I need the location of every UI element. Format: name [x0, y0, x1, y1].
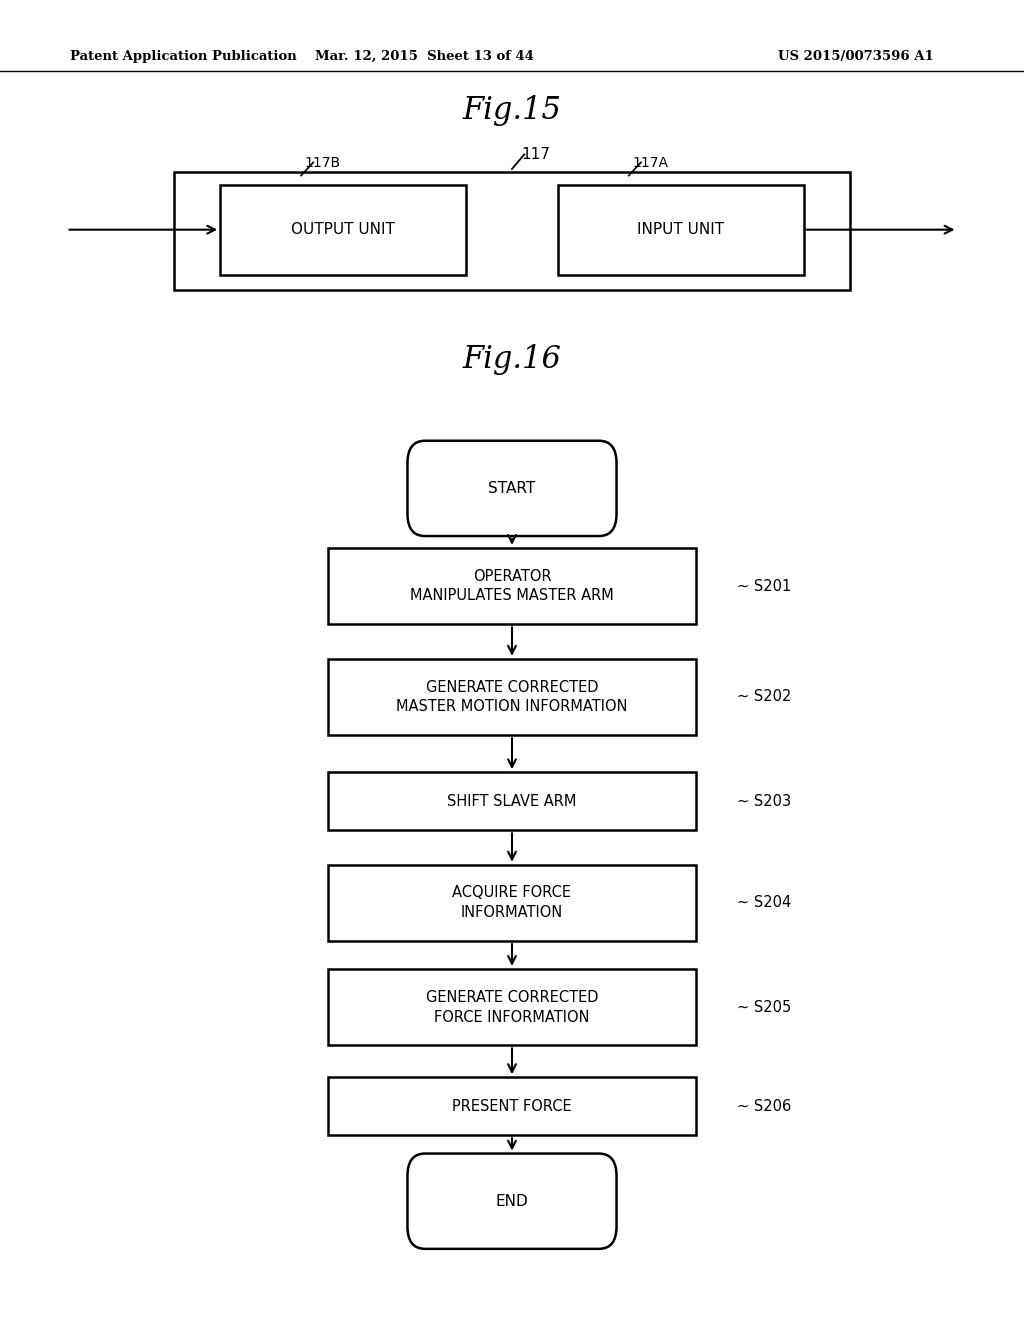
Text: 117: 117	[521, 148, 550, 162]
Text: OPERATOR
MANIPULATES MASTER ARM: OPERATOR MANIPULATES MASTER ARM	[411, 569, 613, 603]
Text: START: START	[488, 480, 536, 496]
Bar	[220, 185, 466, 275]
Text: ~ S204: ~ S204	[737, 895, 792, 911]
Text: ~ S201: ~ S201	[737, 578, 792, 594]
Text: PRESENT FORCE: PRESENT FORCE	[453, 1098, 571, 1114]
Text: GENERATE CORRECTED
MASTER MOTION INFORMATION: GENERATE CORRECTED MASTER MOTION INFORMA…	[396, 680, 628, 714]
Bar	[328, 659, 696, 735]
Bar	[328, 1077, 696, 1135]
Text: Fig.15: Fig.15	[463, 95, 561, 127]
Text: ~ S205: ~ S205	[737, 999, 792, 1015]
Bar	[558, 185, 804, 275]
FancyBboxPatch shape	[408, 441, 616, 536]
Text: GENERATE CORRECTED
FORCE INFORMATION: GENERATE CORRECTED FORCE INFORMATION	[426, 990, 598, 1024]
Text: Fig.16: Fig.16	[463, 343, 561, 375]
Text: Patent Application Publication: Patent Application Publication	[70, 50, 296, 63]
Bar	[328, 548, 696, 624]
Text: ~ S203: ~ S203	[737, 793, 792, 809]
Text: 117B: 117B	[304, 156, 341, 170]
Text: ACQUIRE FORCE
INFORMATION: ACQUIRE FORCE INFORMATION	[453, 886, 571, 920]
Text: Mar. 12, 2015  Sheet 13 of 44: Mar. 12, 2015 Sheet 13 of 44	[315, 50, 535, 63]
Text: SHIFT SLAVE ARM: SHIFT SLAVE ARM	[447, 793, 577, 809]
FancyBboxPatch shape	[408, 1154, 616, 1249]
Text: US 2015/0073596 A1: US 2015/0073596 A1	[778, 50, 934, 63]
Text: INPUT UNIT: INPUT UNIT	[637, 222, 725, 238]
Text: OUTPUT UNIT: OUTPUT UNIT	[291, 222, 395, 238]
Text: ~ S202: ~ S202	[737, 689, 792, 705]
Bar	[328, 772, 696, 830]
Text: END: END	[496, 1193, 528, 1209]
Bar	[328, 865, 696, 941]
Text: 117A: 117A	[632, 156, 669, 170]
Bar	[174, 172, 850, 290]
Bar	[328, 969, 696, 1045]
Text: ~ S206: ~ S206	[737, 1098, 792, 1114]
